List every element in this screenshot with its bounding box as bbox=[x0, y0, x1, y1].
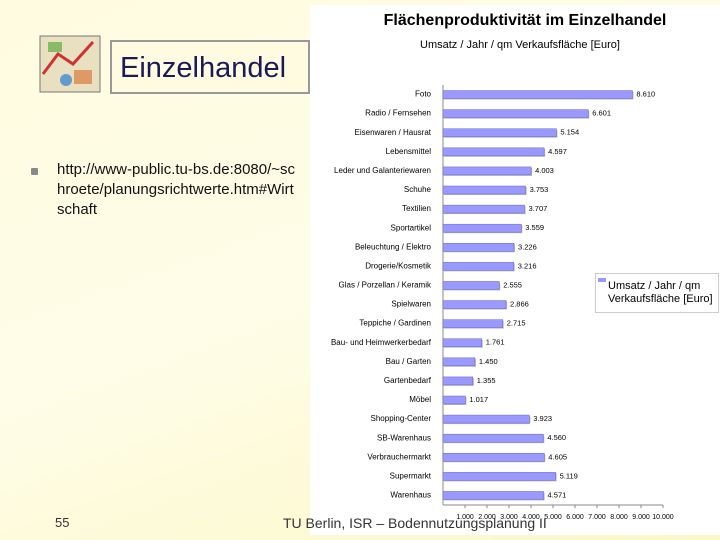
value-label: 2.555 bbox=[503, 280, 522, 289]
value-label: 3.923 bbox=[533, 414, 552, 423]
x-tick-label: 6.000 bbox=[566, 514, 584, 521]
y-tick-label: SB-Warenhaus bbox=[377, 433, 431, 442]
bar bbox=[442, 491, 544, 500]
y-tick-label: Beleuchtung / Elektro bbox=[355, 242, 432, 251]
value-label: 8.610 bbox=[636, 90, 655, 99]
value-label: 1.761 bbox=[486, 338, 505, 347]
bullet-text: http://www-public.tu-bs.de:8080/~schroet… bbox=[57, 161, 296, 218]
y-tick-label: Gartenbedarf bbox=[384, 376, 432, 385]
legend-label: Umsatz / Jahr / qm Verkaufsfläche [Euro] bbox=[608, 280, 713, 305]
x-tick-label: 7.000 bbox=[588, 514, 606, 521]
y-tick-label: Glas / Porzellan / Keramik bbox=[339, 281, 432, 290]
y-tick-label: Foto bbox=[415, 90, 432, 99]
map-icon bbox=[39, 35, 101, 93]
value-label: 4.003 bbox=[535, 166, 554, 175]
x-tick-label: 2.000 bbox=[478, 514, 496, 521]
y-tick-label: Textilien bbox=[402, 204, 431, 213]
bar bbox=[442, 204, 525, 214]
bar bbox=[442, 453, 545, 462]
y-tick-label: Schuhe bbox=[404, 185, 432, 194]
bar bbox=[442, 319, 503, 328]
x-tick-label: 9.000 bbox=[632, 514, 650, 521]
x-tick-label: 1.000 bbox=[456, 514, 474, 521]
value-label: 1.450 bbox=[479, 357, 498, 366]
value-label: 5.119 bbox=[560, 471, 578, 480]
value-label: 3.559 bbox=[525, 223, 544, 232]
y-tick-label: Bau- und Heimwerkerbedarf bbox=[331, 338, 432, 347]
y-tick-label: Shopping-Center bbox=[371, 414, 432, 423]
bar bbox=[442, 166, 532, 176]
bar bbox=[442, 185, 526, 195]
y-tick-label: Möbel bbox=[409, 395, 431, 404]
x-tick-label: 5.000 bbox=[544, 514, 562, 521]
y-tick-label: Radio / Fernsehen bbox=[365, 109, 431, 118]
bar bbox=[442, 128, 557, 137]
bullet-marker bbox=[31, 168, 38, 175]
bar bbox=[442, 109, 589, 118]
x-tick-label: 4.000 bbox=[522, 514, 540, 521]
chart-subtitle: Umsatz / Jahr / qm Verkaufsfläche [Euro] bbox=[420, 39, 620, 51]
value-label: 1.017 bbox=[469, 395, 488, 404]
bar bbox=[442, 357, 476, 367]
bar bbox=[442, 414, 530, 424]
value-label: 3.226 bbox=[518, 242, 537, 251]
footer: TU Berlin, ISR – Bodennutzungsplanung II bbox=[283, 515, 547, 531]
y-tick-label: Leder und Galanteriewaren bbox=[334, 166, 431, 175]
chart: Flächenproduktivität im Einzelhandel Ums… bbox=[310, 5, 720, 535]
x-tick-label: 10.000 bbox=[652, 514, 674, 521]
bar bbox=[442, 147, 545, 157]
y-tick-label: Bau / Garten bbox=[386, 357, 431, 366]
y-tick-label: Eisenwaren / Hausrat bbox=[355, 128, 432, 137]
value-label: 4.571 bbox=[548, 490, 567, 499]
y-tick-label: Spielwaren bbox=[391, 300, 431, 309]
bar bbox=[442, 281, 500, 290]
value-label: 3.216 bbox=[518, 261, 537, 270]
bar bbox=[442, 223, 522, 233]
bar bbox=[442, 243, 515, 252]
bar bbox=[442, 262, 515, 271]
value-label: 6.601 bbox=[592, 109, 611, 118]
value-label: 1.355 bbox=[477, 376, 496, 385]
y-tick-label: Warenhaus bbox=[390, 491, 431, 500]
heading-box: Einzelhandel bbox=[110, 40, 310, 94]
heading: Einzelhandel bbox=[120, 52, 287, 84]
value-label: 2.715 bbox=[507, 319, 526, 328]
bar bbox=[442, 90, 633, 99]
y-tick-label: Verbrauchermarkt bbox=[367, 452, 431, 461]
y-tick-label: Drogerie/Kosmetik bbox=[365, 261, 432, 270]
value-label: 4.597 bbox=[548, 147, 567, 156]
bar bbox=[442, 338, 482, 347]
bar bbox=[442, 395, 466, 405]
y-tick-label: Teppiche / Gardinen bbox=[359, 319, 431, 328]
bar bbox=[442, 300, 507, 309]
page-number: 55 bbox=[55, 515, 70, 530]
y-tick-label: Lebensmittel bbox=[386, 147, 432, 156]
bar bbox=[442, 376, 474, 386]
legend: Umsatz / Jahr / qm Verkaufsfläche [Euro] bbox=[595, 273, 719, 313]
value-label: 3.707 bbox=[529, 204, 548, 213]
y-tick-label: Sportartikel bbox=[391, 223, 432, 232]
bar bbox=[442, 472, 556, 481]
y-tick-label: Supermarkt bbox=[390, 471, 432, 480]
value-label: 2.866 bbox=[510, 300, 529, 309]
value-label: 4.560 bbox=[547, 433, 566, 442]
legend-swatch bbox=[598, 278, 606, 282]
chart-title: Flächenproduktivität im Einzelhandel bbox=[384, 12, 667, 29]
value-label: 3.753 bbox=[530, 185, 549, 194]
x-tick-label: 3.000 bbox=[500, 514, 518, 521]
x-tick-label: 8.000 bbox=[610, 514, 628, 521]
value-label: 5.154 bbox=[560, 128, 579, 137]
value-label: 4.605 bbox=[548, 452, 567, 461]
bar bbox=[442, 433, 544, 443]
